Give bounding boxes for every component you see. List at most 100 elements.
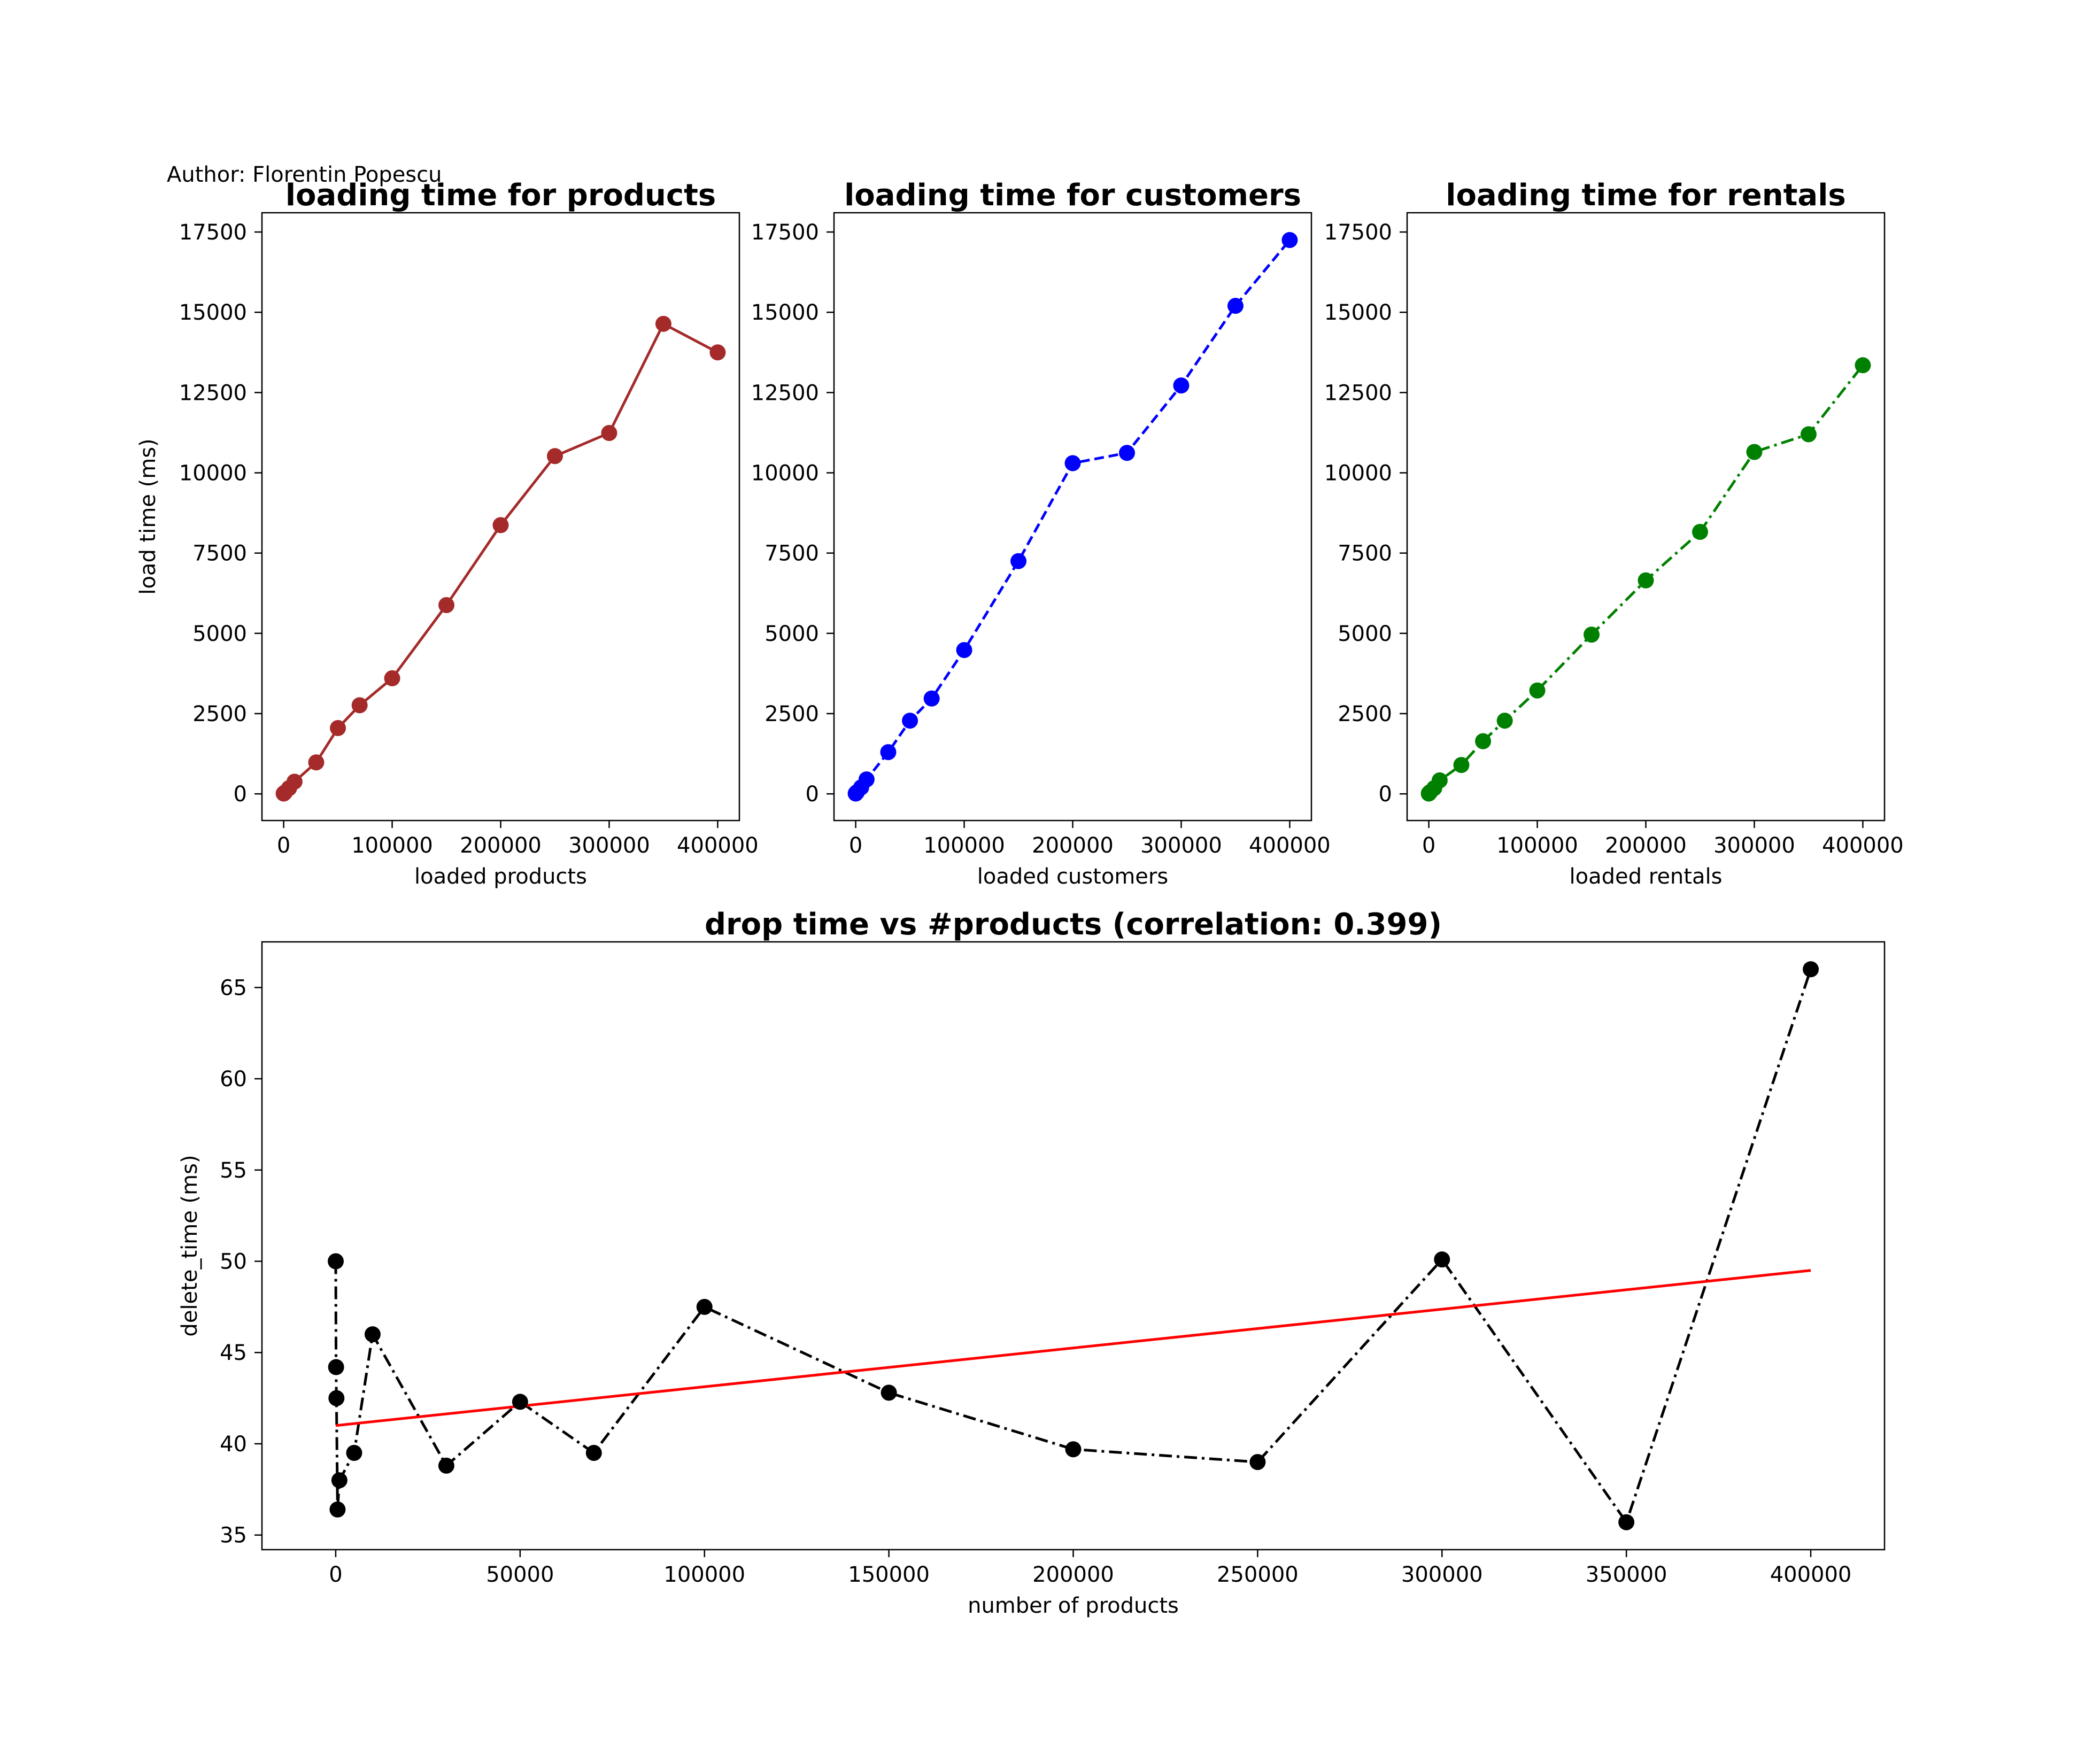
data-point xyxy=(1010,553,1027,569)
data-point xyxy=(1453,757,1470,773)
x-tick-label: 150000 xyxy=(848,1562,930,1587)
y-tick-label: 15000 xyxy=(1324,300,1392,325)
y-tick-label: 60 xyxy=(220,1067,247,1092)
data-point xyxy=(364,1326,381,1343)
y-tick-label: 15000 xyxy=(179,300,247,325)
y-tick-label: 2500 xyxy=(192,702,247,726)
x-tick-label: 400000 xyxy=(1249,833,1331,858)
y-tick-label: 0 xyxy=(806,782,819,807)
x-axis-label: loaded products xyxy=(414,864,587,889)
x-axis-label: loaded customers xyxy=(977,864,1168,889)
data-point xyxy=(1064,455,1081,471)
data-point xyxy=(1281,232,1298,249)
data-point xyxy=(1065,1441,1082,1458)
x-tick-label: 300000 xyxy=(1713,833,1795,858)
x-tick-label: 250000 xyxy=(1217,1562,1299,1587)
x-tick-label: 350000 xyxy=(1586,1562,1667,1587)
data-point xyxy=(438,1457,454,1474)
data-point xyxy=(1618,1514,1635,1530)
y-tick-label: 17500 xyxy=(751,220,819,245)
y-tick-label: 2500 xyxy=(764,702,819,726)
data-point xyxy=(585,1445,602,1461)
data-point xyxy=(902,713,918,729)
data-point xyxy=(1496,713,1513,729)
y-tick-label: 5000 xyxy=(1338,622,1392,646)
data-point xyxy=(328,1390,345,1406)
data-point xyxy=(1638,572,1654,589)
data-point xyxy=(923,690,940,707)
x-tick-label: 400000 xyxy=(1770,1562,1852,1587)
chart-3: 0 50000 100000 150000 200000 250000 300000 3500… xyxy=(177,907,1886,1618)
data-point xyxy=(1434,1251,1450,1268)
y-tick-label: 12500 xyxy=(179,381,247,405)
chart-title: loading time for products xyxy=(285,178,716,213)
x-tick-label: 0 xyxy=(849,833,862,858)
data-point xyxy=(512,1394,528,1410)
data-point xyxy=(956,642,972,659)
y-tick-label: 50 xyxy=(220,1250,247,1274)
x-tick-label: 200000 xyxy=(460,833,542,858)
data-point xyxy=(1800,426,1817,443)
data-point xyxy=(330,720,346,737)
x-axis-label: loaded rentals xyxy=(1570,864,1723,889)
x-tick-label: 300000 xyxy=(1401,1562,1483,1587)
y-tick-label: 12500 xyxy=(751,381,819,405)
data-point xyxy=(655,315,671,332)
data-point xyxy=(1855,357,1871,374)
y-tick-label: 45 xyxy=(220,1341,247,1365)
x-tick-label: 100000 xyxy=(923,833,1005,858)
data-point xyxy=(286,773,303,790)
plots-container: 0 100000 200000 300000 400000025005000750010… xyxy=(136,178,1904,1618)
y-tick-label: 7500 xyxy=(192,541,247,566)
data-point xyxy=(1584,626,1600,643)
chart-title: loading time for rentals xyxy=(1446,178,1845,213)
x-tick-label: 200000 xyxy=(1605,833,1687,858)
data-point xyxy=(696,1298,713,1315)
chart-1: 0 100000 200000 300000 400000 0 2500 5000 7500 10… xyxy=(751,178,1331,889)
data-point xyxy=(881,1384,897,1401)
x-tick-label: 400000 xyxy=(1822,833,1904,858)
data-point xyxy=(880,744,897,761)
series-line xyxy=(334,969,1812,1524)
chart-title: loading time for customers xyxy=(844,178,1301,213)
y-tick-label: 0 xyxy=(234,782,247,807)
data-point xyxy=(1173,377,1190,394)
y-tick-label: 65 xyxy=(220,976,247,1000)
y-tick-label: 10000 xyxy=(751,461,819,486)
x-tick-label: 200000 xyxy=(1032,833,1114,858)
chart-2: 0 100000 200000 300000 400000 0 2500 5000 7500 10… xyxy=(1324,178,1904,889)
data-point xyxy=(1692,524,1708,540)
y-tick-label: 10000 xyxy=(1324,461,1392,486)
x-tick-label: 100000 xyxy=(663,1562,745,1587)
y-axis-label: load time (ms) xyxy=(136,438,160,594)
data-point xyxy=(384,670,400,686)
data-point xyxy=(1475,733,1492,749)
data-point xyxy=(328,1253,344,1270)
y-tick-label: 0 xyxy=(1379,782,1392,807)
data-point xyxy=(1227,298,1244,314)
data-point xyxy=(438,597,455,613)
y-tick-label: 10000 xyxy=(179,461,247,486)
data-point xyxy=(546,448,563,465)
data-point xyxy=(346,1445,362,1461)
data-point xyxy=(709,344,726,361)
data-point xyxy=(1803,961,1819,978)
y-tick-label: 5000 xyxy=(192,622,247,646)
y-tick-label: 7500 xyxy=(1338,541,1392,566)
x-tick-label: 0 xyxy=(277,833,290,858)
data-point xyxy=(328,1359,344,1375)
y-tick-label: 17500 xyxy=(1324,220,1392,245)
chart-title: drop time vs #products (correlation: 0.3… xyxy=(705,907,1442,942)
author-label: Author: Florentin Popescu xyxy=(167,163,442,187)
trend-line xyxy=(335,1269,1811,1427)
y-tick-label: 7500 xyxy=(764,541,819,566)
y-tick-label: 40 xyxy=(220,1432,247,1457)
x-tick-label: 0 xyxy=(329,1562,342,1587)
y-tick-label: 2500 xyxy=(1338,702,1392,726)
data-point xyxy=(858,771,875,788)
data-point xyxy=(1431,772,1448,788)
data-point xyxy=(308,754,325,771)
x-tick-label: 50000 xyxy=(486,1562,554,1587)
y-tick-label: 12500 xyxy=(1324,381,1392,405)
data-point xyxy=(601,425,617,442)
